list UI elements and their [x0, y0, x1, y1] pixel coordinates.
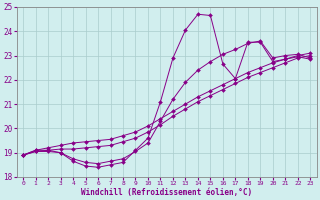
X-axis label: Windchill (Refroidissement éolien,°C): Windchill (Refroidissement éolien,°C): [81, 188, 252, 197]
